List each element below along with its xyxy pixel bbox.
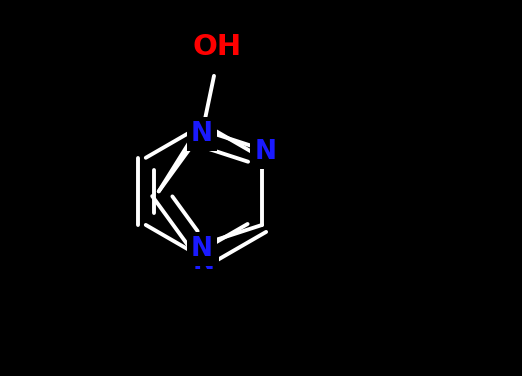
- Text: N: N: [191, 121, 212, 147]
- Text: OH: OH: [193, 33, 242, 61]
- Text: N: N: [193, 249, 215, 275]
- Text: N: N: [254, 139, 277, 165]
- Text: N: N: [191, 236, 212, 262]
